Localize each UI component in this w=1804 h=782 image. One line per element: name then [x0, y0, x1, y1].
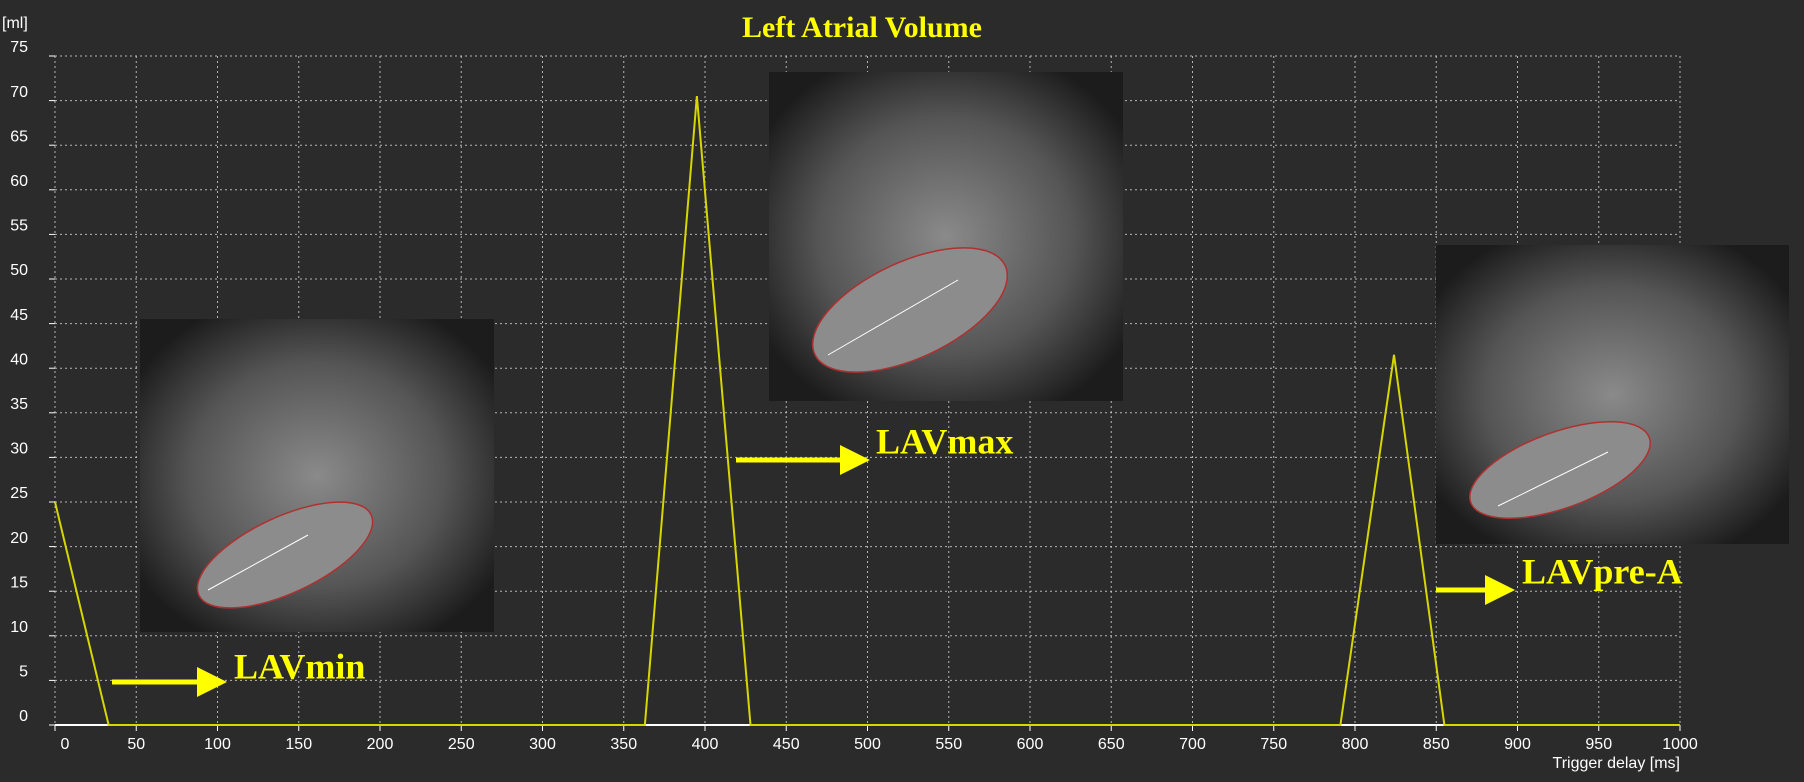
x-tick-label: 1000	[1662, 736, 1698, 753]
y-tick-label: 15	[10, 574, 28, 591]
y-tick-label: 35	[10, 396, 28, 413]
x-tick-label: 150	[285, 736, 312, 753]
x-tick-label: 700	[1179, 736, 1206, 753]
x-tick-label: 600	[1017, 736, 1044, 753]
y-tick-label: 70	[10, 84, 28, 101]
y-tick-label: 5	[19, 664, 28, 681]
x-tick-label: 100	[204, 736, 231, 753]
x-tick-label: 900	[1504, 736, 1531, 753]
y-tick-label: 25	[10, 485, 28, 502]
annotation: LAVmax	[876, 421, 1013, 461]
y-tick-label: 60	[10, 173, 28, 190]
x-tick-label: 650	[1098, 736, 1125, 753]
x-tick-label: 550	[935, 736, 962, 753]
x-tick-label: 350	[610, 736, 637, 753]
x-tick-label: 750	[1260, 736, 1287, 753]
chart-title: Left Atrial Volume	[742, 11, 982, 44]
y-tick-label: 40	[10, 351, 28, 368]
x-tick-label: 50	[127, 736, 145, 753]
y-tick-label: 30	[10, 441, 28, 458]
y-tick-label: 10	[10, 619, 28, 636]
x-tick-label: 850	[1423, 736, 1450, 753]
x-tick-label: 400	[692, 736, 719, 753]
x-tick-label: 950	[1585, 736, 1612, 753]
x-tick-label: 500	[854, 736, 881, 753]
mri-image	[1436, 245, 1789, 544]
x-tick-label: 300	[529, 736, 556, 753]
x-tick-label: 200	[367, 736, 394, 753]
x-tick-label: 0	[61, 736, 70, 753]
data-line	[54, 96, 1680, 726]
x-tick-label: 250	[448, 736, 475, 753]
mri-images	[140, 72, 1789, 632]
y-tick-label: 20	[10, 530, 28, 547]
x-axis-label: Trigger delay [ms]	[1553, 755, 1680, 772]
y-tick-label: 55	[10, 218, 28, 235]
x-tick-label: 450	[773, 736, 800, 753]
y-tick-label: 50	[10, 262, 28, 279]
y-axis-label: [ml]	[2, 15, 28, 32]
annotation: LAVpre-A	[1522, 551, 1683, 591]
y-tick-label: 75	[10, 39, 28, 56]
y-tick-label: 45	[10, 307, 28, 324]
mri-image	[140, 319, 494, 632]
x-tick-label: 800	[1342, 736, 1369, 753]
y-tick-label: 65	[10, 128, 28, 145]
y-tick-label: 0	[19, 708, 28, 725]
mri-image	[769, 72, 1123, 401]
annotation: LAVmin	[234, 646, 365, 686]
